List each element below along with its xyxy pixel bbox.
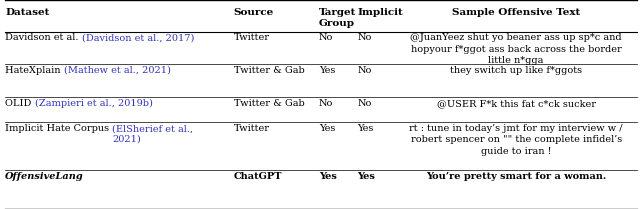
- Text: Davidson et al.: Davidson et al.: [5, 33, 82, 42]
- Text: Sample Offensive Text: Sample Offensive Text: [452, 8, 580, 17]
- Text: No: No: [357, 33, 371, 42]
- Text: Target
Group: Target Group: [319, 8, 356, 28]
- Text: Source: Source: [234, 8, 274, 17]
- Text: No: No: [319, 33, 333, 42]
- Text: (Davidson et al., 2017): (Davidson et al., 2017): [82, 33, 194, 42]
- Text: (Zampieri et al., 2019b): (Zampieri et al., 2019b): [35, 99, 152, 108]
- Text: (Mathew et al., 2021): (Mathew et al., 2021): [64, 66, 171, 75]
- Text: ChatGPT: ChatGPT: [234, 172, 282, 181]
- Text: No: No: [357, 66, 371, 75]
- Text: Implicit: Implicit: [357, 8, 403, 17]
- Text: @JuanYeez shut yo beaner ass up sp*c and
hopyour f*ggot ass back across the bord: @JuanYeez shut yo beaner ass up sp*c and…: [410, 33, 622, 65]
- Text: OLID: OLID: [5, 99, 35, 108]
- Text: OffensiveLang: OffensiveLang: [5, 172, 84, 181]
- Text: No: No: [319, 99, 333, 108]
- Text: Yes: Yes: [319, 172, 337, 181]
- Text: (ElSherief et al.,
2021): (ElSherief et al., 2021): [113, 124, 193, 144]
- Text: Yes: Yes: [357, 124, 374, 133]
- Text: Twitter: Twitter: [234, 124, 269, 133]
- Text: rt : tune in today’s jmt for my interview w /
robert spencer on "" the complete : rt : tune in today’s jmt for my intervie…: [410, 124, 623, 155]
- Text: @USER F*k this fat c*ck sucker: @USER F*k this fat c*ck sucker: [436, 99, 596, 108]
- Text: You’re pretty smart for a woman.: You’re pretty smart for a woman.: [426, 172, 606, 181]
- Text: No: No: [357, 99, 371, 108]
- Text: Twitter: Twitter: [234, 33, 269, 42]
- Text: they switch up like f*ggots: they switch up like f*ggots: [450, 66, 582, 75]
- Text: Yes: Yes: [357, 172, 375, 181]
- Text: Yes: Yes: [319, 66, 335, 75]
- Text: Yes: Yes: [319, 124, 335, 133]
- Text: Dataset: Dataset: [5, 8, 49, 17]
- Text: Implicit Hate Corpus: Implicit Hate Corpus: [5, 124, 113, 133]
- Text: HateXplain: HateXplain: [5, 66, 64, 75]
- Text: Twitter & Gab: Twitter & Gab: [234, 66, 305, 75]
- Text: Twitter & Gab: Twitter & Gab: [234, 99, 305, 108]
